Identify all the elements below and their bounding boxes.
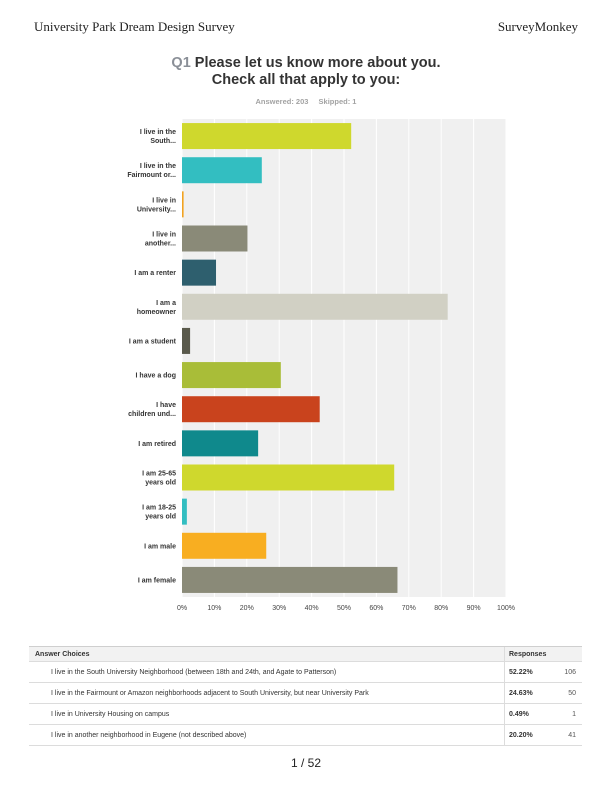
bar xyxy=(182,464,395,491)
category-label: I am retired xyxy=(138,441,176,448)
table-row: I live in another neighborhood in Eugene… xyxy=(29,724,582,746)
question-title: Q1 Please let us know more about you. Ch… xyxy=(0,55,612,89)
category-label: I have a dog xyxy=(136,373,176,380)
x-tick-label: 20% xyxy=(240,605,254,612)
response-percent: 24.63% xyxy=(504,682,551,704)
category-label: I am a homeowner xyxy=(137,300,177,316)
category-label: I live in the South... xyxy=(140,129,176,145)
bar xyxy=(182,225,248,252)
category-label: I have children und... xyxy=(128,402,176,418)
skipped-count: Skipped: 1 xyxy=(318,97,357,106)
x-tick-label: 50% xyxy=(337,605,351,612)
response-count: 1 xyxy=(551,703,582,725)
answered-count: Answered: 203 xyxy=(255,97,309,106)
responses-header: Responses xyxy=(504,646,582,662)
category-label: I am a student xyxy=(129,338,177,345)
x-tick-label: 90% xyxy=(467,605,481,612)
x-tick-label: 80% xyxy=(434,605,448,612)
brand-name: SurveyMonkey xyxy=(497,19,578,34)
bar xyxy=(182,430,259,457)
bar xyxy=(182,157,262,184)
x-tick-label: 30% xyxy=(272,605,286,612)
page-indicator: 1 / 52 xyxy=(290,756,322,770)
response-counts: Answered: 203 Skipped: 1 xyxy=(0,97,612,106)
category-labels: I live in the South... I live in the Fairmo… xyxy=(127,129,176,584)
choice-text: I live in the South University Neighborh… xyxy=(29,661,505,683)
x-tick-labels: 0% 10% 20% 30% 40% 50% 60% 70% 80% 90% 100% xyxy=(177,605,515,612)
category-label: I am a renter xyxy=(134,270,176,277)
bar xyxy=(182,362,281,389)
bar xyxy=(182,293,448,320)
response-count: 106 xyxy=(551,661,582,683)
category-label: I am 25-65 years old xyxy=(142,471,176,487)
answer-choices-header: Answer Choices xyxy=(29,646,505,662)
choice-text: I live in the Fairmount or Amazon neighb… xyxy=(29,682,505,704)
category-label: I live in another... xyxy=(145,232,176,248)
x-tick-label: 0% xyxy=(177,605,187,612)
table-row: I live in the South University Neighborh… xyxy=(29,661,582,683)
category-label: I am male xyxy=(144,543,176,550)
bar xyxy=(182,396,320,423)
bar xyxy=(182,191,184,218)
x-tick-label: 10% xyxy=(207,605,221,612)
question-number: Q1 xyxy=(171,55,191,71)
bar xyxy=(182,532,267,559)
bar xyxy=(182,123,352,150)
table-header-row: Answer Choices Responses xyxy=(29,646,582,662)
x-tick-label: 100% xyxy=(497,605,515,612)
table-row: I live in the Fairmount or Amazon neighb… xyxy=(29,682,582,704)
response-percent: 0.49% xyxy=(504,703,551,725)
category-label: I am 18-25 years old xyxy=(142,505,176,521)
survey-title: University Park Dream Design Survey xyxy=(34,19,235,34)
category-label: I live in the Fairmount or... xyxy=(127,163,176,179)
bar xyxy=(182,259,217,286)
choice-text: I live in University Housing on campus xyxy=(29,703,505,725)
x-tick-label: 40% xyxy=(305,605,319,612)
response-count: 50 xyxy=(551,682,582,704)
bar xyxy=(182,566,398,593)
response-percent: 52.22% xyxy=(504,661,551,683)
bars xyxy=(182,123,448,593)
category-label: I am female xyxy=(138,577,176,584)
x-tick-label: 60% xyxy=(369,605,383,612)
choice-text: I live in another neighborhood in Eugene… xyxy=(29,724,505,746)
category-label: I live in University... xyxy=(137,197,176,213)
question-line-2: Check all that apply to you: xyxy=(211,72,401,88)
question-line-1: Please let us know more about you. xyxy=(194,55,441,71)
bar xyxy=(182,327,191,354)
answer-table: Answer Choices Responses I live in the S… xyxy=(29,646,582,746)
bar-chart: I live in the South... I live in the Fairmo… xyxy=(127,119,515,612)
response-count: 41 xyxy=(551,724,582,746)
table-row: I live in University Housing on campus 0… xyxy=(29,703,582,725)
x-tick-label: 70% xyxy=(402,605,416,612)
bar xyxy=(182,498,187,525)
response-percent: 20.20% xyxy=(504,724,551,746)
